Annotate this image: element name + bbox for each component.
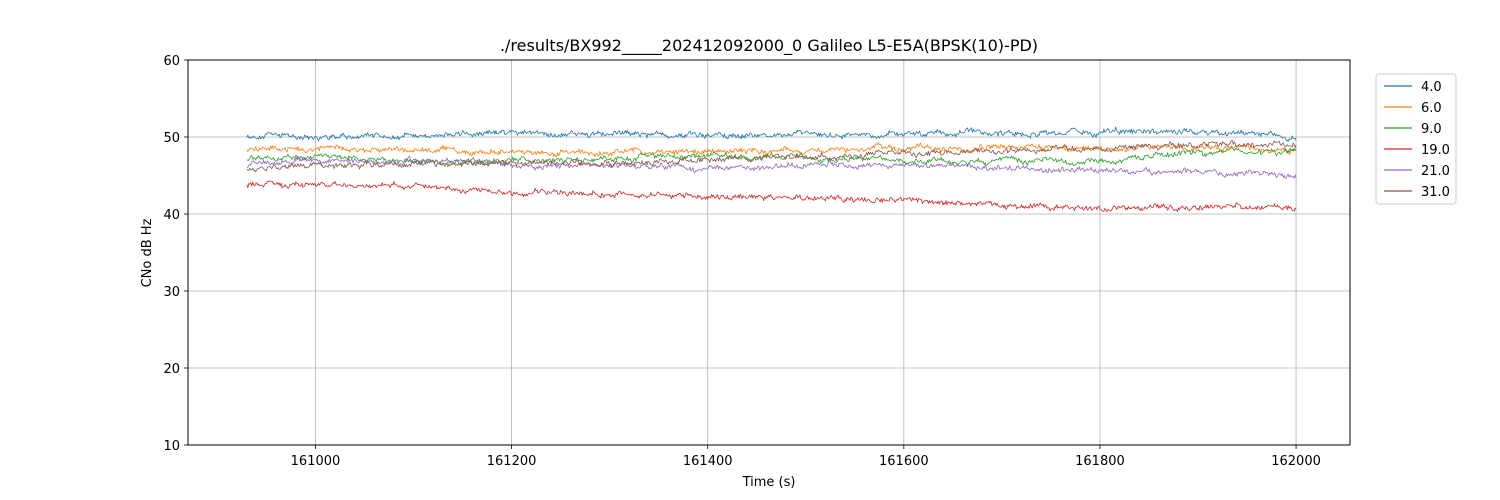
y-axis-ticks: 10 20 30 40 50 60 — [163, 54, 188, 454]
y-tick-label: 10 — [163, 439, 180, 454]
chart-title: ./results/BX992_____202412092000_0 Galil… — [500, 36, 1038, 56]
plot-frame — [187, 59, 1351, 446]
y-tick-label: 40 — [163, 208, 180, 223]
legend: 4.0 6.0 9.0 19.0 21.0 31.0 — [1375, 73, 1457, 205]
series-line-21.0 — [246, 155, 1297, 179]
x-axis-label: Time (s) — [742, 475, 796, 490]
x-tick-label: 161200 — [487, 454, 537, 469]
legend-label: 19.0 — [1421, 143, 1450, 158]
legend-label: 9.0 — [1421, 122, 1442, 137]
legend-label: 4.0 — [1421, 80, 1442, 95]
series-lines — [246, 126, 1297, 213]
x-tick-label: 162000 — [1271, 454, 1321, 469]
legend-label: 31.0 — [1421, 185, 1450, 200]
legend-label: 6.0 — [1421, 101, 1442, 116]
y-axis-label: CNo dB Hz — [140, 218, 155, 287]
y-tick-label: 20 — [163, 362, 180, 377]
x-tick-label: 161800 — [1075, 454, 1125, 469]
x-tick-label: 161000 — [291, 454, 341, 469]
series-line-6.0 — [246, 142, 1297, 158]
series-line-31.0 — [246, 139, 1297, 173]
y-tick-label: 60 — [163, 54, 180, 69]
y-tick-label: 50 — [163, 131, 180, 146]
x-axis-ticks: 161000 161200 161400 161600 161800 162000 — [291, 445, 1321, 469]
series-line-4.0 — [246, 126, 1297, 142]
grid — [188, 59, 1350, 446]
y-tick-label: 30 — [163, 285, 180, 300]
legend-label: 21.0 — [1421, 164, 1450, 179]
series-line-19.0 — [246, 180, 1297, 213]
x-tick-label: 161600 — [879, 454, 929, 469]
x-tick-label: 161400 — [683, 454, 733, 469]
